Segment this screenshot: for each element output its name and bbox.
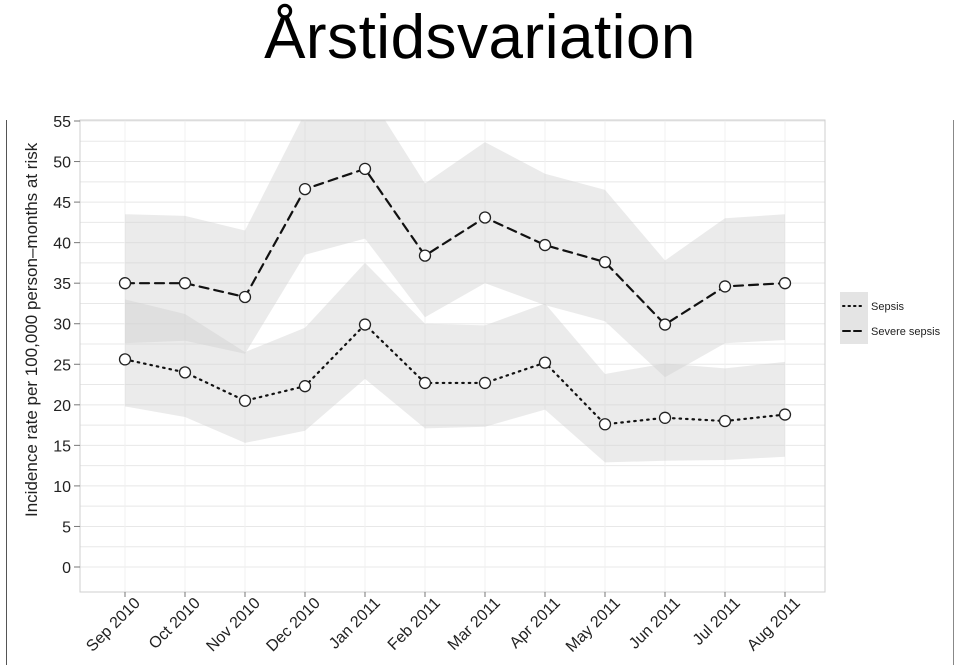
confidence-bands: [125, 120, 785, 463]
x-tick-label: Oct 2010: [146, 595, 204, 653]
data-point-severe-sepsis: [658, 318, 672, 331]
x-tick-label: Jul 2011: [690, 595, 744, 649]
data-point-severe-sepsis: [178, 277, 192, 290]
data-point-severe-sepsis: [118, 277, 132, 290]
data-point-severe-sepsis: [298, 182, 312, 196]
frame-right-edge: [953, 120, 954, 665]
y-axis-title: Incidence rate per 100,000 person–months…: [22, 142, 41, 517]
data-point-sepsis: [658, 411, 672, 424]
y-tick-label: 30: [53, 317, 71, 334]
y-tick-label: 50: [53, 155, 71, 172]
data-point-sepsis: [478, 376, 492, 390]
data-point-sepsis: [358, 318, 372, 331]
y-tick-label: 0: [62, 560, 71, 577]
series-lines: [123, 167, 787, 426]
data-point-severe-sepsis: [478, 211, 492, 224]
data-point-sepsis: [298, 380, 312, 393]
data-point-severe-sepsis: [598, 255, 612, 269]
x-tick-label: Apr 2011: [507, 595, 564, 652]
x-tick-label: Jun 2011: [626, 595, 684, 653]
x-tick-label: May 2011: [563, 595, 624, 656]
slide-title: Årstidsvariation: [264, 3, 696, 72]
x-tick-label: Jan 2011: [326, 595, 384, 653]
data-point-severe-sepsis: [238, 290, 252, 304]
y-tick-label: 10: [53, 479, 71, 496]
y-tick-label: 5: [62, 519, 71, 536]
gridlines: [80, 120, 825, 592]
legend: Sepsis Severe sepsis: [840, 292, 941, 344]
data-point-severe-sepsis: [538, 238, 552, 252]
x-tick-label: Mar 2011: [445, 595, 504, 654]
legend-label-severe-sepsis: Severe sepsis: [871, 326, 941, 338]
data-point-sepsis: [178, 366, 192, 379]
data-point-sepsis: [718, 414, 732, 428]
legend-key-background: [840, 292, 868, 344]
data-point-severe-sepsis: [718, 280, 732, 293]
y-tick-label: 20: [53, 398, 71, 415]
x-tick-label: Feb 2011: [385, 595, 444, 654]
frame-left-edge: [6, 120, 7, 665]
data-point-severe-sepsis: [358, 162, 372, 175]
data-point-sepsis: [598, 418, 612, 431]
data-point-sepsis: [118, 353, 132, 366]
y-tick-label: 45: [53, 195, 71, 212]
confidence-band-severe-sepsis: [125, 120, 785, 378]
series-points: [118, 162, 792, 431]
y-tick-label: 40: [53, 236, 71, 253]
confidence-band-sepsis: [125, 262, 785, 463]
data-point-sepsis: [538, 356, 552, 369]
data-point-severe-sepsis: [778, 277, 792, 290]
data-point-sepsis: [418, 376, 432, 390]
series-line-sepsis: [123, 322, 787, 426]
y-tick-label: 15: [53, 438, 71, 455]
x-tick-label: Aug 2011: [744, 595, 804, 655]
x-axis-ticks: Sep 2010 Oct 2010 Nov 2010 Dec 2010 Jan 2011…: [83, 592, 804, 656]
y-tick-label: 55: [53, 114, 71, 131]
x-tick-label: Dec 2010: [263, 595, 324, 656]
legend-label-sepsis: Sepsis: [871, 301, 905, 313]
y-tick-label: 25: [53, 357, 71, 374]
y-tick-label: 35: [53, 276, 71, 293]
series-line-severe-sepsis: [123, 167, 787, 326]
data-point-severe-sepsis: [418, 249, 432, 262]
x-tick-label: Nov 2010: [203, 595, 264, 656]
x-tick-label: Sep 2010: [83, 595, 144, 656]
plot-border: [79, 119, 826, 593]
data-point-sepsis: [778, 408, 792, 421]
y-axis-ticks: 0 5 10 15 20 25 30 35 40 45 50 55: [53, 114, 80, 577]
data-point-sepsis: [238, 394, 252, 407]
